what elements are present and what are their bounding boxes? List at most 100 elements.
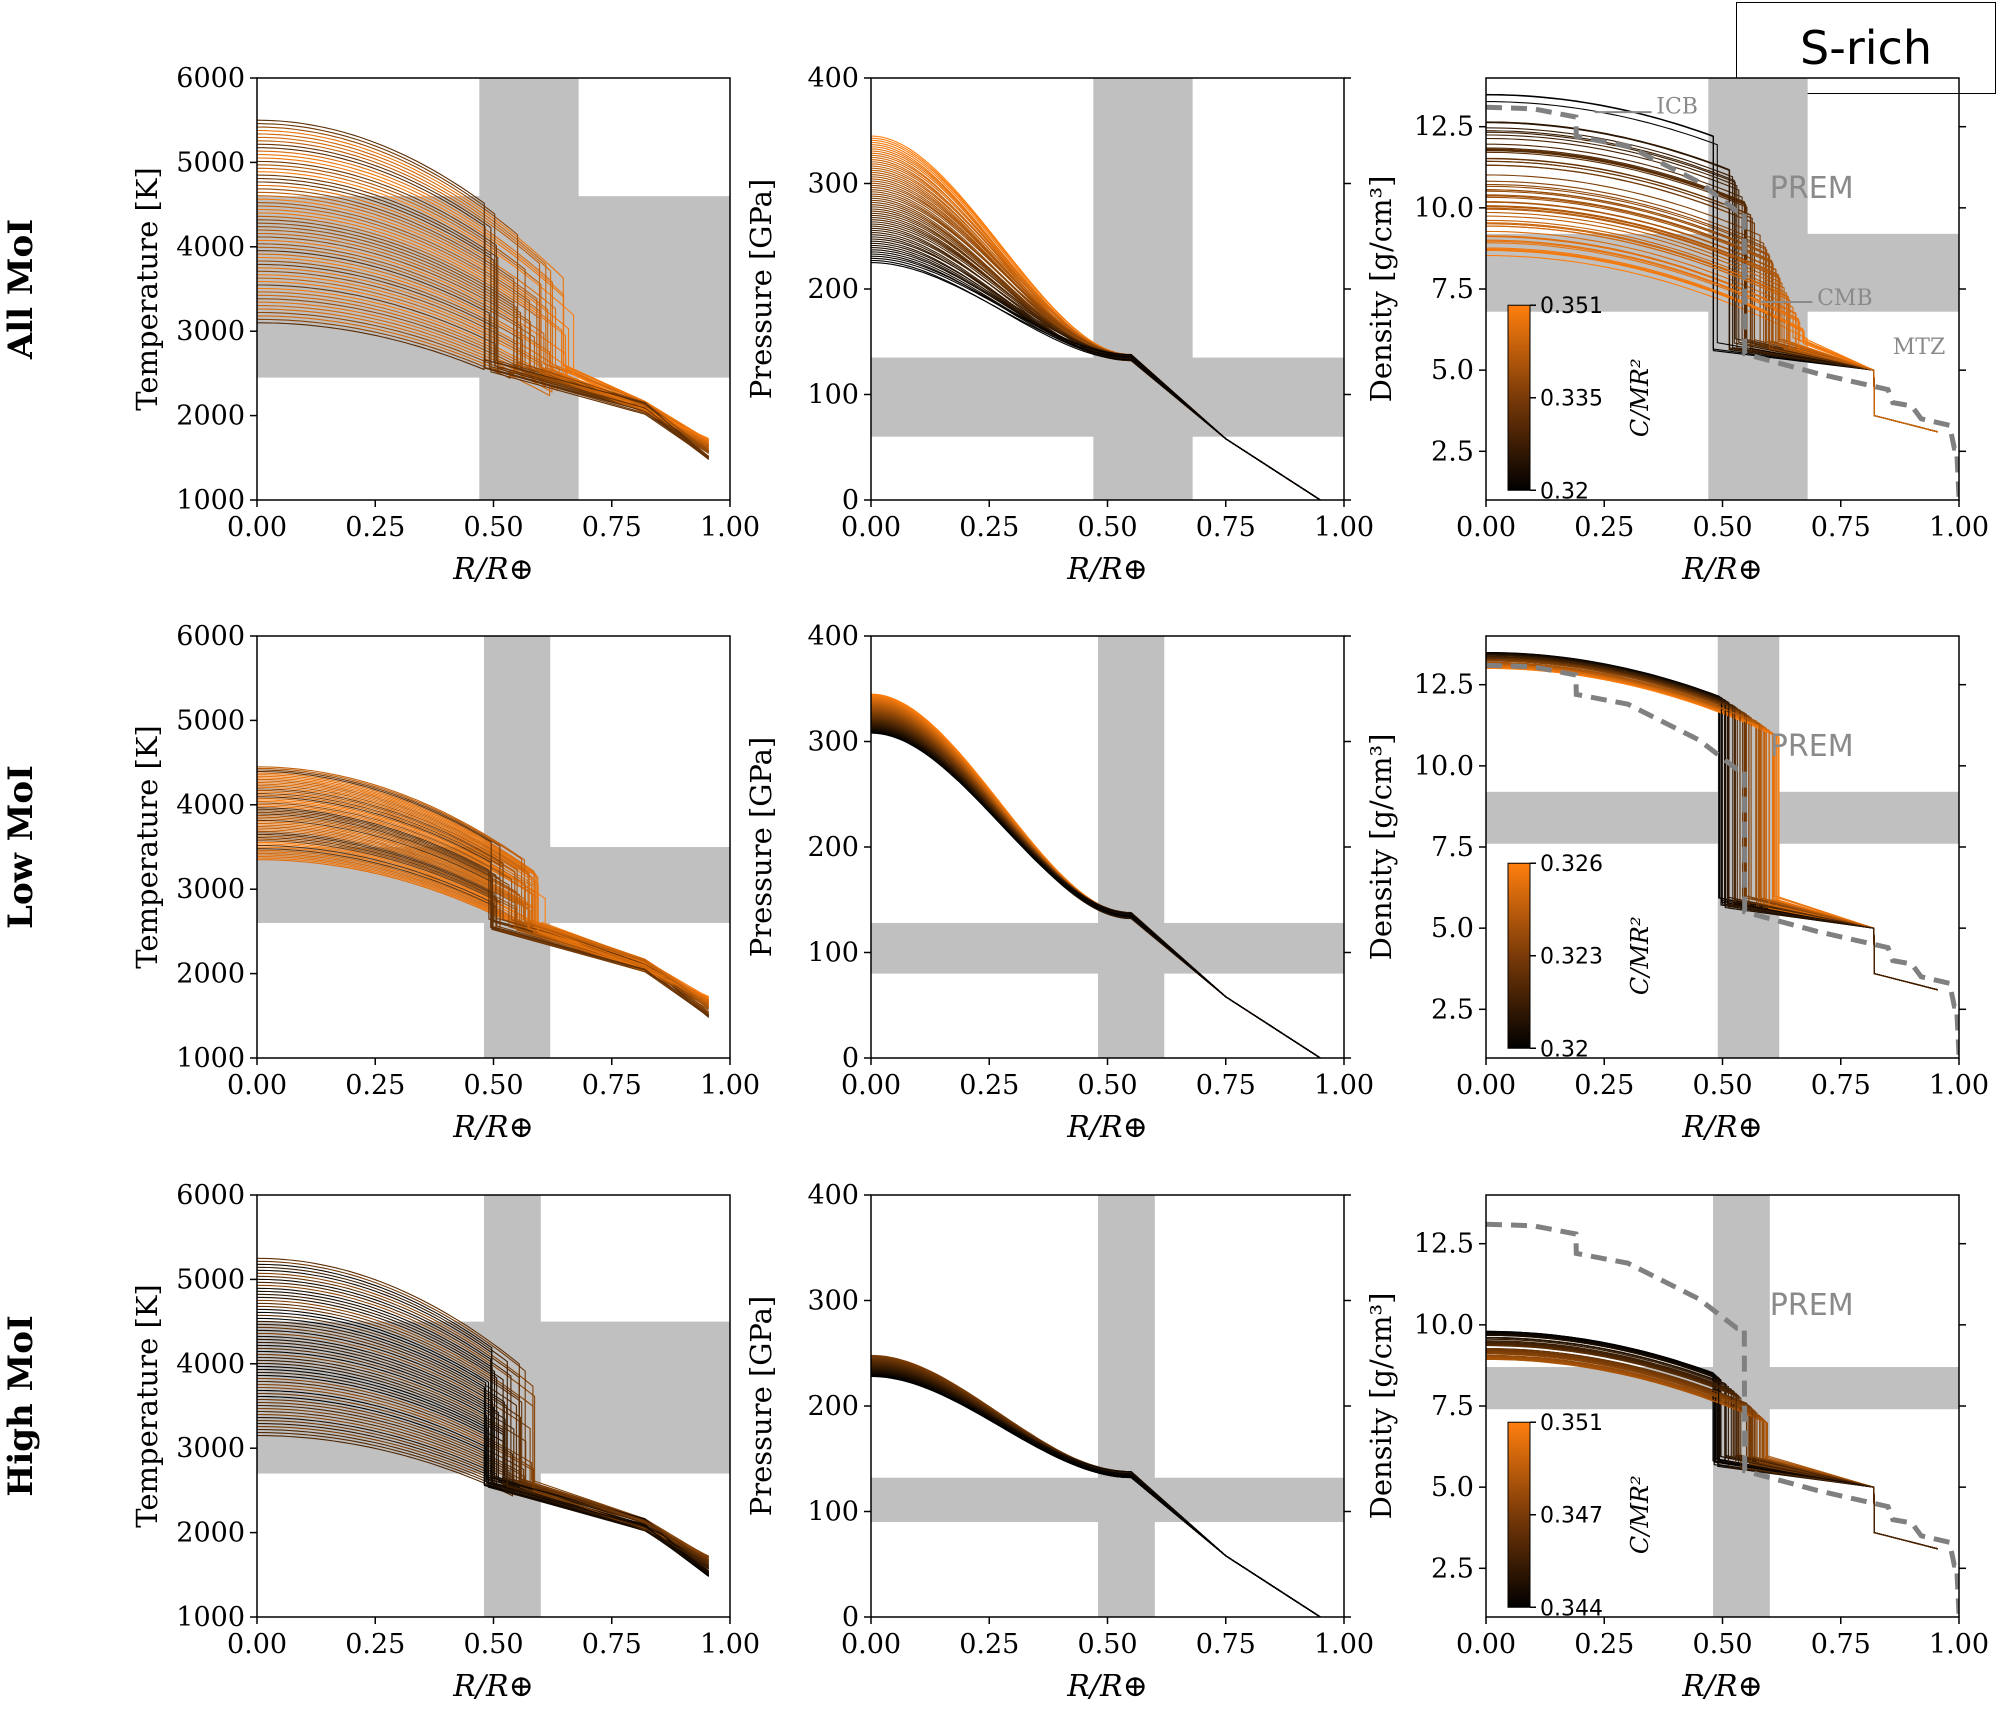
pressure-profile <box>871 262 1321 500</box>
horizontal-band <box>871 1477 1344 1523</box>
pressure-profile <box>871 238 1321 500</box>
x-axis-label: R/R⊕ <box>1066 1110 1147 1145</box>
temperature-profile <box>257 236 710 453</box>
temperature-profile <box>257 821 709 1002</box>
y-tick-label: 7.5 <box>1431 1391 1474 1422</box>
density-profile <box>1486 150 1938 433</box>
pressure-profile <box>871 715 1321 1058</box>
temperature-profile <box>257 1281 710 1567</box>
pressure-profile <box>871 712 1321 1058</box>
y-tick-label: 3000 <box>176 1433 245 1464</box>
temperature-profile <box>257 1299 709 1558</box>
x-tick-label: 0.50 <box>1692 512 1752 543</box>
y-tick-label: 5.0 <box>1431 355 1474 386</box>
x-tick-label: 0.75 <box>1196 1629 1256 1660</box>
x-tick-label: 0.25 <box>1574 512 1634 543</box>
density-profile <box>1486 1334 1938 1550</box>
x-tick-label: 1.00 <box>1314 512 1374 543</box>
temperature-profile <box>257 796 710 1018</box>
density-profile <box>1486 655 1938 991</box>
x-axis-label: R/R⊕ <box>452 552 533 587</box>
temperature-profile <box>257 1284 709 1557</box>
x-tick-label: 0.00 <box>841 512 901 543</box>
row-label: Low MoI <box>1 765 41 929</box>
y-tick-label: 300 <box>807 1286 859 1317</box>
temperature-profile <box>257 844 710 1017</box>
density-profile <box>1486 1356 1938 1550</box>
pressure-profile <box>871 728 1321 1058</box>
y-tick-label: 4000 <box>176 232 245 263</box>
pressure-profile <box>871 1373 1321 1617</box>
y-tick-label: 2.5 <box>1431 1553 1474 1584</box>
temperature-profile <box>257 788 710 1013</box>
temperature-profile <box>257 311 710 453</box>
density-profile <box>1486 207 1938 433</box>
temperature-profile <box>257 1344 710 1575</box>
chart-panel-r1c1: 0.00 0.25 0.50 0.75 1.00 R/R⊕ 0 100 200 300 400 Pre… <box>744 621 1374 1145</box>
x-tick-label: 1.00 <box>1929 1070 1989 1101</box>
density-profile <box>1486 194 1938 433</box>
temperature-profile <box>257 848 710 1016</box>
temperature-profile <box>257 797 709 1005</box>
y-tick-label: 5.0 <box>1431 1472 1474 1503</box>
temperature-profile <box>257 205 709 447</box>
y-tick-label: 2000 <box>176 1518 245 1549</box>
pressure-profile <box>871 726 1321 1058</box>
x-tick-label: 0.25 <box>959 1070 1019 1101</box>
pressure-profile <box>871 732 1321 1058</box>
temperature-profile <box>257 174 710 457</box>
x-tick-label: 0.75 <box>582 1629 642 1660</box>
temperature-profile <box>257 770 710 1018</box>
colorbar-tick-label: 0.335 <box>1540 387 1603 412</box>
density-profile <box>1486 222 1938 433</box>
y-tick-label: 400 <box>807 1180 859 1211</box>
y-tick-label: 2.5 <box>1431 994 1474 1025</box>
pressure-profile <box>871 725 1321 1058</box>
temperature-profile <box>257 305 709 446</box>
temperature-profile <box>257 1347 710 1565</box>
y-tick-label: 100 <box>807 938 859 969</box>
plot-area <box>871 636 1344 1058</box>
temperature-profile <box>257 181 710 458</box>
temperature-profile <box>257 1296 710 1572</box>
temperature-profile <box>257 822 709 1003</box>
temperature-profile <box>257 322 710 460</box>
x-tick-label: 0.25 <box>345 512 405 543</box>
density-profile <box>1486 1352 1938 1550</box>
temperature-profile <box>257 808 710 1016</box>
temperature-profile <box>257 1350 710 1576</box>
pressure-profile <box>871 717 1321 1058</box>
temperature-profile <box>257 811 710 1011</box>
temperature-profile <box>257 813 710 1017</box>
density-profile <box>1486 122 1938 433</box>
plot-area <box>257 78 730 500</box>
temperature-profile <box>257 1368 710 1576</box>
y-tick-label: 200 <box>807 1391 859 1422</box>
temperature-profile <box>257 840 710 1014</box>
y-tick-label: 6000 <box>176 63 245 94</box>
temperature-profile <box>257 1293 710 1570</box>
x-tick-label: 0.25 <box>1574 1629 1634 1660</box>
density-profile <box>1486 1332 1938 1550</box>
horizontal-band <box>871 922 1344 974</box>
temperature-profile <box>257 846 709 998</box>
plot-area <box>257 636 730 1058</box>
prem-line <box>1486 104 1959 497</box>
x-tick-label: 0.75 <box>1811 512 1871 543</box>
y-tick-label: 7.5 <box>1431 832 1474 863</box>
pressure-profile <box>871 713 1321 1058</box>
temperature-profile <box>257 789 709 1009</box>
x-tick-label: 0.75 <box>1811 1629 1871 1660</box>
density-profile <box>1486 654 1938 991</box>
y-axis-label: Pressure [GPa] <box>744 179 778 400</box>
x-tick-label: 0.75 <box>1196 512 1256 543</box>
temperature-profile <box>257 829 709 1003</box>
x-tick-label: 0.75 <box>582 1070 642 1101</box>
pressure-profile <box>871 731 1321 1058</box>
y-axis-label: Density [g/cm³] <box>1364 734 1398 961</box>
temperature-profile <box>257 807 710 1018</box>
x-tick-label: 0.25 <box>1574 1070 1634 1101</box>
x-axis-label: R/R⊕ <box>1681 552 1762 587</box>
